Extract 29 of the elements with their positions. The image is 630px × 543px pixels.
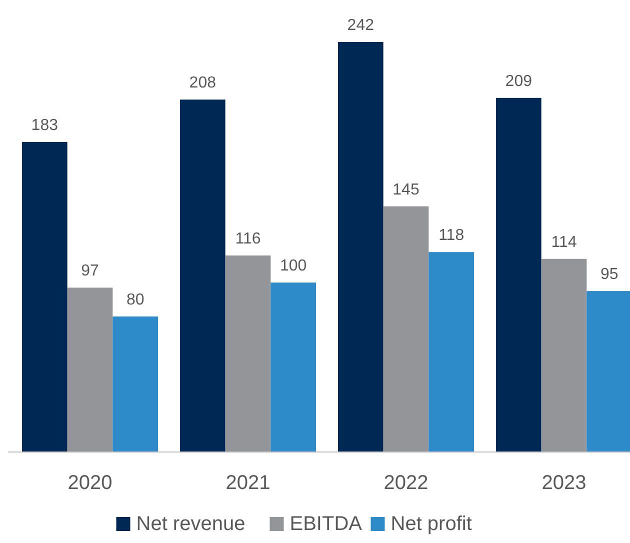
data-label: 209	[505, 72, 532, 90]
bar	[270, 282, 316, 452]
data-label: 242	[347, 17, 374, 34]
bar	[67, 288, 113, 452]
data-label: 95	[600, 266, 618, 284]
data-label: 97	[81, 262, 99, 280]
data-label: 145	[392, 181, 420, 198]
data-label: 114	[551, 234, 577, 251]
data-label: 116	[235, 230, 261, 248]
bar	[383, 206, 429, 452]
bar	[22, 142, 68, 452]
data-label: 208	[189, 74, 216, 92]
bar	[112, 316, 158, 452]
bar	[428, 252, 474, 452]
legend-label: EBITDA	[290, 513, 363, 535]
x-tick-label: 2023	[542, 472, 586, 494]
bar	[180, 100, 226, 452]
bar	[338, 42, 384, 452]
x-tick-label: 2021	[226, 472, 270, 494]
legend-label: Net revenue	[136, 513, 246, 535]
bar	[225, 255, 271, 452]
data-label: 100	[280, 258, 307, 275]
x-tick-label: 2022	[384, 472, 428, 494]
bar	[496, 98, 542, 452]
data-label: 183	[31, 116, 58, 134]
data-label: 80	[126, 291, 144, 308]
x-tick-label: 2020	[68, 472, 112, 494]
data-label: 118	[438, 227, 464, 244]
legend-label: Net profit	[390, 513, 472, 535]
